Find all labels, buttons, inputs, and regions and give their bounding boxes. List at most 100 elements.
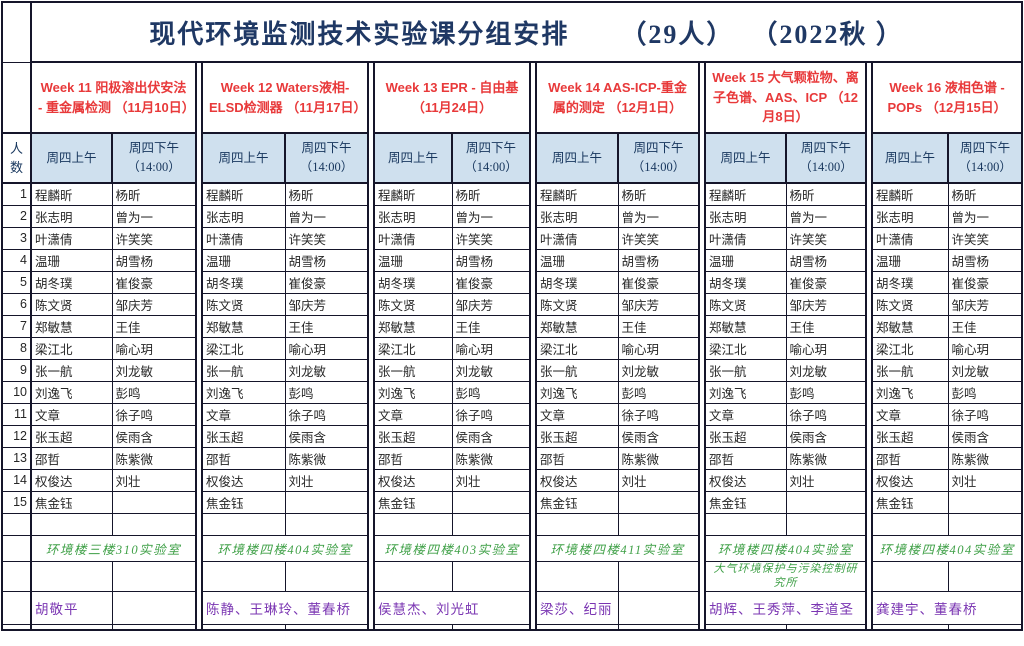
session-header-morning: 周四上午 [201, 132, 286, 184]
student-name-afternoon: 陈紫微 [451, 446, 531, 470]
student-name-afternoon: 徐子鸣 [284, 402, 369, 426]
student-name-morning: 郑敏慧 [704, 314, 787, 338]
student-name-morning: 温珊 [373, 248, 453, 272]
student-name-morning: 张玉超 [201, 424, 286, 448]
page-title: 现代环境监测技术实验课分组安排 （29人） （2022秋 ） [29, 1, 1024, 63]
week-group-separator [195, 513, 203, 535]
week-group-separator [865, 293, 873, 315]
week-group-separator [529, 315, 537, 337]
student-name-afternoon: 徐子鸣 [947, 402, 1024, 426]
student-name-morning: 郑敏慧 [30, 314, 113, 338]
session-header-afternoon: 周四下午 （14:00） [617, 132, 700, 184]
student-name-morning: 张玉超 [535, 424, 619, 448]
student-name-morning: 叶潇倩 [535, 226, 619, 250]
student-name-afternoon: 侯雨含 [947, 424, 1024, 448]
session-header-afternoon: 周四下午 （14:00） [785, 132, 867, 184]
student-name-afternoon: 喻心玥 [451, 336, 531, 360]
people-count-header: 人数 [1, 132, 32, 184]
student-name-morning: 邵哲 [373, 446, 453, 470]
empty-cell [704, 624, 787, 631]
student-name-morning: 张玉超 [871, 424, 949, 448]
row-number: 8 [1, 336, 32, 360]
week-group-separator [865, 561, 873, 592]
week-group-separator [367, 315, 375, 337]
student-name-afternoon: 刘龙敏 [284, 358, 369, 382]
student-name-morning: 温珊 [201, 248, 286, 272]
student-name-afternoon: 刘龙敏 [111, 358, 197, 382]
week-group-separator [698, 205, 706, 227]
student-name-afternoon: 许笑笑 [617, 226, 700, 250]
week-group-separator [865, 425, 873, 447]
student-name-afternoon: 杨昕 [284, 182, 369, 206]
week-group-separator [195, 183, 203, 205]
empty-cell [871, 512, 949, 536]
row-number: 1 [1, 182, 32, 206]
student-name-afternoon: 徐子鸣 [111, 402, 197, 426]
week-group-separator [367, 133, 375, 183]
session-header-afternoon: 周四下午 （14:00） [111, 132, 197, 184]
student-name-morning: 邵哲 [871, 446, 949, 470]
lab-room-cell: 环境楼四楼404实验室 [870, 534, 1024, 562]
week-group-separator [865, 227, 873, 249]
week-group-separator [698, 624, 706, 630]
empty-cell [111, 591, 197, 626]
week-group-separator [195, 561, 203, 592]
student-name-morning: 梁江北 [201, 336, 286, 360]
empty-cell [1, 624, 32, 631]
student-name-morning: 焦金钰 [704, 490, 787, 514]
empty-cell [1, 560, 32, 593]
session-header-afternoon: 周四下午 （14:00） [451, 132, 531, 184]
teacher-cell: 胡敬平 [30, 591, 113, 626]
lab-room-cell: 环境楼四楼403实验室 [373, 534, 531, 562]
week-group-separator [698, 491, 706, 513]
week-group-separator [698, 425, 706, 447]
student-name-morning: 叶潇倩 [373, 226, 453, 250]
student-name-afternoon: 陈紫微 [111, 446, 197, 470]
student-name-afternoon: 邹庆芳 [785, 292, 867, 316]
week-group-separator [195, 271, 203, 293]
week-group-separator [698, 227, 706, 249]
student-name-morning: 梁江北 [535, 336, 619, 360]
row-number: 7 [1, 314, 32, 338]
week-group-separator [367, 403, 375, 425]
week-group-separator [367, 513, 375, 535]
week-group-separator [865, 535, 873, 561]
empty-cell [871, 560, 949, 593]
week-group-separator [865, 183, 873, 205]
student-name-afternoon: 喻心玥 [785, 336, 867, 360]
student-name-morning: 程麟昕 [535, 182, 619, 206]
week-group-separator [698, 561, 706, 592]
lab-room-cell: 环境楼四楼404实验室 [201, 534, 369, 562]
student-name-afternoon: 刘壮 [111, 468, 197, 492]
student-name-morning: 程麟昕 [373, 182, 453, 206]
row-number: 2 [1, 204, 32, 228]
week-group-separator [195, 293, 203, 315]
student-name-morning: 梁江北 [373, 336, 453, 360]
week-header: Week 13 EPR - 自由基 （11月24日） [373, 61, 531, 134]
week-group-separator [865, 513, 873, 535]
week-header: Week 11 阳极溶出伏安法 - 重金属检测 （11月10日） [30, 61, 197, 134]
student-name-morning: 文章 [871, 402, 949, 426]
week-group-separator [865, 469, 873, 491]
student-name-morning: 刘逸飞 [30, 380, 113, 404]
student-name-morning: 张玉超 [373, 424, 453, 448]
empty-cell [1, 512, 32, 536]
student-name-morning: 刘逸飞 [704, 380, 787, 404]
student-name-afternoon: 徐子鸣 [617, 402, 700, 426]
week-group-separator [195, 337, 203, 359]
student-name-afternoon: 邹庆芳 [111, 292, 197, 316]
student-name-afternoon: 胡雪杨 [284, 248, 369, 272]
empty-cell [373, 512, 453, 536]
student-name-morning: 权俊达 [201, 468, 286, 492]
week-group-separator [529, 183, 537, 205]
student-name-morning: 程麟昕 [30, 182, 113, 206]
student-name-morning: 程麟昕 [871, 182, 949, 206]
row-number: 10 [1, 380, 32, 404]
empty-cell [785, 624, 867, 631]
week-group-separator [529, 491, 537, 513]
student-name-morning: 叶潇倩 [201, 226, 286, 250]
student-name-afternoon: 许笑笑 [451, 226, 531, 250]
student-name-afternoon: 陈紫微 [947, 446, 1024, 470]
week-group-separator [195, 359, 203, 381]
week-group-separator [367, 183, 375, 205]
